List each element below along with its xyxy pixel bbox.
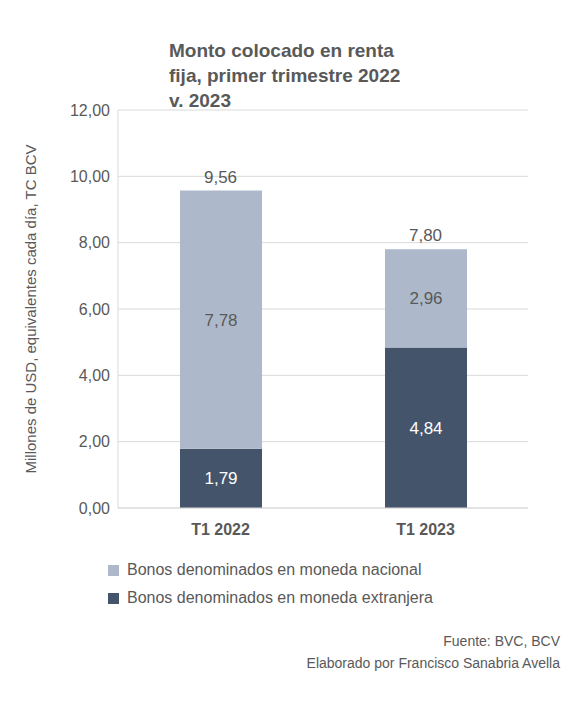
svg-text:4,00: 4,00: [79, 367, 110, 384]
svg-text:0,00: 0,00: [79, 500, 110, 517]
svg-text:7,80: 7,80: [409, 226, 442, 245]
html-text:Monto colocado en renta fija,: Monto colocado en renta fija, primer tri…: [169, 40, 401, 111]
html-text:Bonos denominados en moneda ex: Bonos denominados en moneda extranjera: [127, 589, 433, 606]
svg-text:2,96: 2,96: [409, 289, 442, 308]
svg-text:6,00: 6,00: [79, 301, 110, 318]
html-text:Bonos denominados en moneda na: Bonos denominados en moneda nacional: [127, 561, 422, 578]
svg-text:2,00: 2,00: [79, 433, 110, 450]
svg-text:10,00: 10,00: [70, 168, 110, 185]
svg-text:9,56: 9,56: [204, 168, 237, 187]
svg-text:Millones de USD, equivalentes: Millones de USD, equivalentes cada día, …: [22, 144, 39, 473]
html-text:Elaborado por Francisco Sanabr: Elaborado por Francisco Sanabria Avella: [306, 655, 560, 671]
svg-text:T1 2022: T1 2022: [191, 521, 250, 538]
svg-text:7,78: 7,78: [204, 311, 237, 330]
svg-text:8,00: 8,00: [79, 234, 110, 251]
svg-text:T1 2023: T1 2023: [396, 521, 455, 538]
svg-text:4,84: 4,84: [409, 419, 442, 438]
html-text:Fuente: BVC, BCV: Fuente: BVC, BCV: [443, 633, 560, 649]
svg-text:12,00: 12,00: [70, 102, 110, 119]
svg-text:1,79: 1,79: [204, 469, 237, 488]
